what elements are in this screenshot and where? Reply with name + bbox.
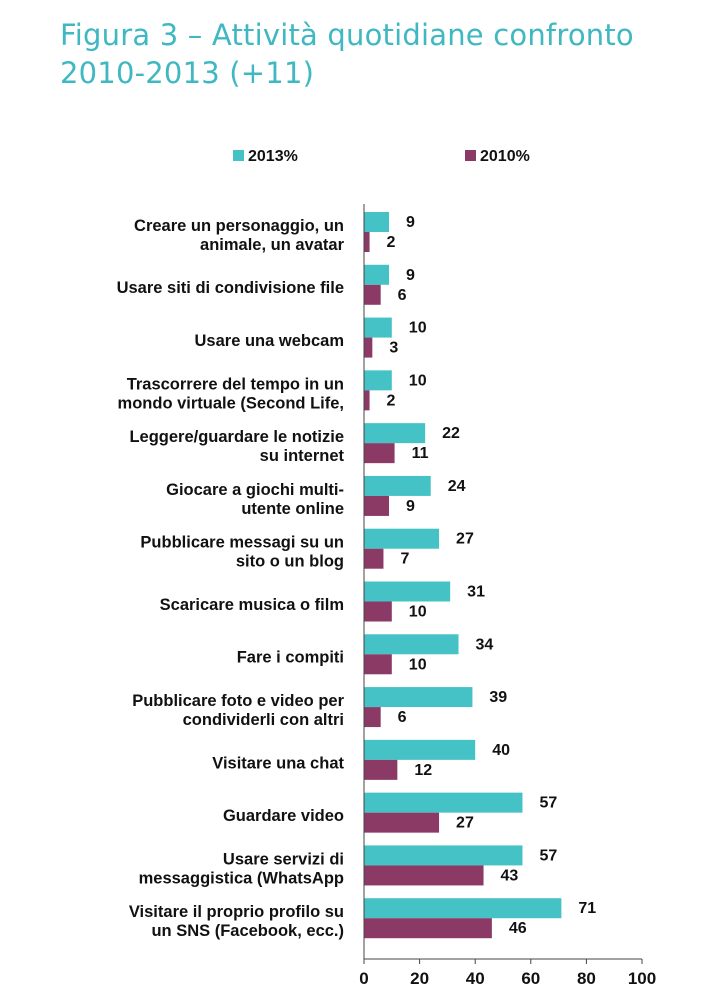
bar-2013-10: [364, 739, 476, 760]
bar-2010-1: [364, 284, 381, 305]
bars: [364, 212, 562, 939]
value-label-2010-2: 3: [389, 340, 398, 357]
bar-2013-11: [364, 792, 523, 813]
bar-2013-7: [364, 581, 451, 602]
value-label-2010-12: 43: [501, 867, 519, 884]
category-label-5-0: Giocare a giochi multi-: [166, 481, 344, 499]
legend-label-0: 2013%: [248, 148, 298, 165]
bar-2013-9: [364, 687, 473, 708]
value-label-2013-11: 57: [539, 795, 557, 812]
value-label-2013-12: 57: [539, 847, 557, 864]
category-label-2-0: Usare una webcam: [195, 332, 344, 350]
bar-2013-4: [364, 423, 426, 444]
category-label-4-1: su internet: [260, 447, 345, 465]
x-tick-label-0: 0: [359, 969, 368, 988]
value-label-2010-11: 27: [456, 815, 474, 832]
value-label-2010-9: 6: [398, 709, 407, 726]
category-label-12-1: messaggistica (WhatsApp: [139, 869, 344, 887]
chart-title: Figura 3 – Attività quotidiane confronto…: [60, 18, 634, 90]
bar-2010-2: [364, 337, 373, 358]
value-label-2013-0: 9: [406, 214, 415, 231]
value-label-2010-10: 12: [414, 762, 432, 779]
bar-2010-7: [364, 601, 392, 622]
bar-2013-1: [364, 264, 390, 285]
category-label-11-0: Guardare video: [223, 807, 344, 825]
category-label-3-0: Trascorrere del tempo in un: [127, 375, 344, 393]
bar-2010-4: [364, 443, 395, 464]
bar-2010-5: [364, 495, 390, 516]
x-tick-label-2: 40: [466, 969, 485, 988]
bar-2010-8: [364, 654, 392, 675]
category-label-9-0: Pubblicare foto e video per: [132, 692, 344, 710]
category-label-7-0: Scaricare musica o film: [160, 596, 344, 614]
bar-2013-0: [364, 212, 390, 232]
value-label-2010-8: 10: [409, 656, 427, 673]
bar-2013-8: [364, 634, 459, 655]
x-tick-label-5: 100: [628, 969, 656, 988]
category-label-1-0: Usare siti di condivisione file: [117, 279, 344, 297]
category-label-6-0: Pubblicare messagi su un: [140, 534, 344, 552]
bar-2013-5: [364, 475, 431, 496]
x-tick-label-3: 60: [521, 969, 540, 988]
bar-2010-10: [364, 759, 398, 780]
category-label-4-0: Leggere/guardare le notizie: [129, 428, 344, 446]
x-axis: 0 20 40 60 80 100: [359, 204, 656, 988]
value-label-2013-3: 10: [409, 372, 427, 389]
value-label-2013-10: 40: [492, 742, 510, 759]
category-label-13-0: Visitare il proprio profilo su: [129, 903, 344, 921]
bar-2013-13: [364, 898, 562, 919]
value-label-2010-0: 2: [387, 234, 396, 251]
value-label-2013-8: 34: [476, 636, 494, 653]
bar-2010-9: [364, 707, 381, 728]
legend: 2013% 2010%: [233, 148, 530, 165]
category-label-12-0: Usare servizi di: [223, 850, 344, 868]
value-label-2013-2: 10: [409, 320, 427, 337]
bar-2010-3: [364, 390, 370, 411]
value-label-2010-1: 6: [398, 287, 407, 304]
value-label-2013-9: 39: [489, 689, 507, 706]
value-label-2010-4: 11: [412, 445, 429, 462]
category-label-0-0: Creare un personaggio, un: [134, 217, 344, 235]
value-label-2013-6: 27: [456, 531, 474, 548]
value-label-2013-13: 71: [578, 900, 596, 917]
category-label-3-1: mondo virtuale (Second Life,: [118, 394, 344, 412]
bar-2010-12: [364, 865, 484, 886]
x-tick-label-4: 80: [577, 969, 596, 988]
value-label-2013-7: 31: [467, 584, 485, 601]
bar-2013-3: [364, 370, 392, 391]
value-label-2010-3: 2: [387, 392, 396, 409]
category-label-10-0: Visitare una chat: [212, 754, 344, 772]
category-label-13-1: un SNS (Facebook, ecc.): [151, 922, 344, 940]
bar-2010-13: [364, 918, 492, 939]
bar-2010-6: [364, 548, 384, 569]
legend-swatch-0: [233, 150, 244, 161]
bar-2013-12: [364, 845, 523, 866]
value-label-2013-1: 9: [406, 267, 415, 284]
value-label-2013-5: 24: [448, 478, 466, 495]
value-label-2010-6: 7: [400, 551, 409, 568]
category-label-0-1: animale, un avatar: [200, 236, 345, 254]
value-label-2010-5: 9: [406, 498, 415, 515]
bar-2010-0: [364, 232, 370, 252]
category-label-6-1: sito o un blog: [236, 553, 344, 571]
bar-2010-11: [364, 812, 440, 833]
value-label-2010-7: 10: [409, 604, 427, 621]
category-label-9-1: condividerli con altri: [183, 711, 344, 729]
category-label-5-1: utente online: [241, 500, 344, 518]
legend-label-1: 2010%: [480, 148, 530, 165]
value-labels: 9296103102221124927731103410396401257275…: [387, 214, 597, 937]
value-label-2010-13: 46: [509, 920, 527, 937]
category-label-8-0: Fare i compiti: [237, 649, 344, 667]
bar-2013-2: [364, 317, 392, 338]
x-tick-label-1: 20: [410, 969, 429, 988]
legend-swatch-1: [465, 150, 476, 161]
bar-2013-6: [364, 528, 440, 549]
value-label-2013-4: 22: [442, 425, 460, 442]
